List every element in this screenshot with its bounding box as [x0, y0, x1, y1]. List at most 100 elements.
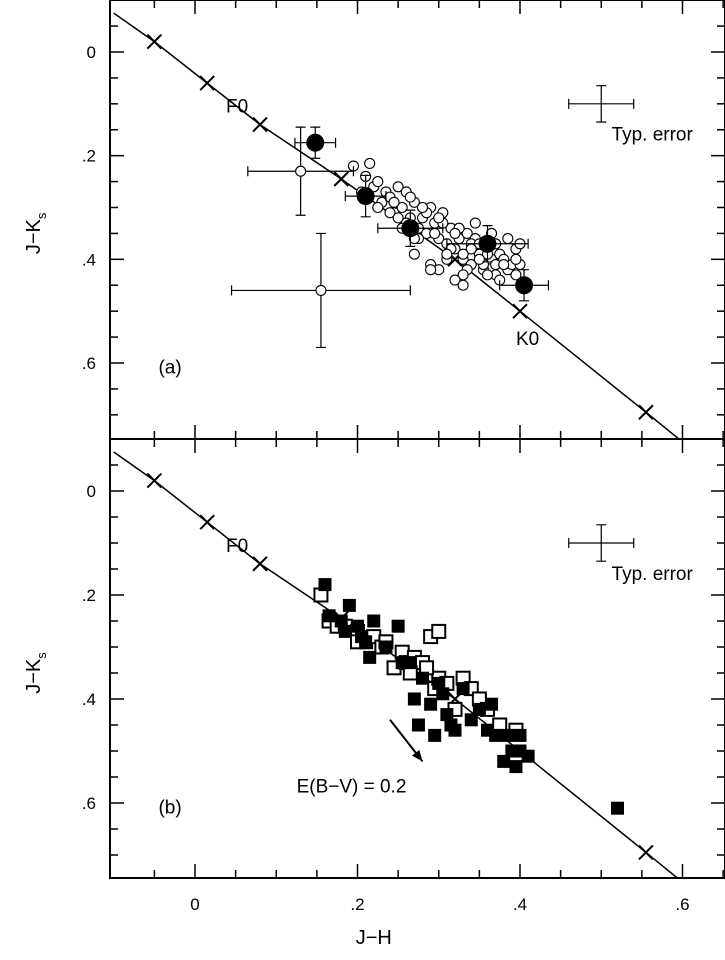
annotation-label: F0	[226, 97, 248, 118]
sequence-cross-mark	[199, 514, 215, 530]
open-circle-point	[510, 253, 522, 265]
open-circle-point	[498, 258, 510, 271]
filled-square-point	[342, 598, 356, 612]
open-circle-point	[457, 279, 469, 291]
filled-square-point	[456, 682, 470, 696]
filled-square-point	[391, 619, 405, 633]
filled-square-point	[497, 754, 511, 768]
open-circle-point	[364, 157, 376, 169]
filled-square-point	[509, 760, 523, 774]
filled-square-point	[485, 697, 499, 711]
open-circle-point	[429, 227, 441, 239]
reddening-vector-arrowhead	[412, 749, 423, 762]
sequence-cross-mark	[512, 303, 528, 319]
annotation-label: K0	[516, 329, 539, 350]
open-square-point	[431, 623, 447, 639]
y-axis-label: J−Ks	[23, 652, 49, 694]
open-circle-point	[372, 176, 384, 188]
sequence-cross-mark	[252, 556, 268, 572]
filled-square-point	[322, 609, 336, 623]
filled-circle-point	[478, 234, 497, 253]
panel-label: (a)	[158, 357, 181, 378]
sequence-cross-mark	[638, 844, 654, 861]
open-circle-point	[457, 248, 469, 260]
filled-circle-point	[401, 219, 420, 238]
filled-square-point	[448, 723, 462, 737]
x-axis-label: J−H	[356, 927, 392, 949]
sequence-line	[113, 451, 679, 878]
filled-square-point	[403, 656, 417, 670]
y-tick-label: .2	[82, 147, 96, 166]
panel-frame	[109, 438, 725, 879]
filled-square-point	[407, 692, 421, 706]
open-circle-point	[449, 227, 461, 239]
reddening-vector-label: E(B−V) = 0.2	[297, 777, 407, 798]
open-circle-point	[416, 201, 429, 214]
x-tick-label: .4	[513, 895, 527, 914]
open-circle-point	[461, 227, 473, 239]
sequence-cross-mark	[252, 116, 268, 133]
annotation-label: F0	[226, 536, 248, 557]
typical-error-bar	[568, 524, 635, 562]
filled-square-point	[334, 614, 348, 628]
open-circle-point	[295, 165, 307, 177]
open-circle-point	[388, 196, 400, 208]
filled-square-point	[318, 578, 332, 592]
filled-square-point	[436, 687, 450, 701]
open-circle-point	[396, 201, 408, 214]
filled-square-point	[513, 728, 527, 742]
y-tick-label: 0	[87, 482, 96, 501]
filled-square-point	[367, 614, 381, 628]
annotation-label: Typ. error	[612, 125, 694, 146]
filled-square-point	[379, 640, 393, 654]
filled-square-point	[359, 635, 373, 649]
sequence-cross-mark	[333, 171, 349, 187]
filled-square-point	[501, 728, 515, 742]
filled-circle-point	[515, 276, 534, 295]
sequence-cross-mark	[146, 472, 163, 489]
x-tick-label: .2	[350, 895, 364, 914]
filled-square-point	[440, 708, 454, 722]
open-circle-point	[433, 212, 445, 224]
sequence-cross-mark	[638, 404, 654, 420]
x-tick-label: .6	[675, 895, 689, 914]
open-circle-point	[473, 253, 485, 265]
filled-square-point	[416, 671, 429, 685]
filled-square-point	[363, 650, 377, 664]
y-tick-label: 0	[87, 43, 96, 62]
open-circle-point	[425, 264, 437, 276]
sequence-cross-mark	[146, 33, 163, 50]
open-circle-point	[502, 233, 514, 245]
open-circle-point	[441, 248, 453, 260]
open-circle-point	[408, 248, 420, 260]
open-circle-point	[404, 191, 416, 203]
y-tick-label: .6	[82, 794, 96, 813]
open-circle-point	[315, 284, 327, 296]
open-circle-point	[372, 201, 384, 214]
filled-square-point	[611, 801, 624, 815]
open-circle-point	[392, 212, 404, 224]
open-circle-point	[510, 269, 522, 281]
filled-square-point	[472, 702, 486, 716]
y-axis-label: J−Ks	[23, 212, 49, 254]
open-circle-point	[481, 269, 494, 281]
annotation-label: Typ. error	[612, 564, 694, 585]
filled-square-point	[424, 697, 438, 711]
y-tick-label: .4	[82, 690, 96, 709]
open-circle-point	[449, 274, 461, 286]
open-circle-point	[392, 181, 404, 193]
open-circle-point	[469, 217, 481, 229]
filled-square-point	[432, 676, 446, 690]
filled-circle-point	[356, 187, 375, 206]
filled-square-point	[428, 728, 442, 742]
filled-square-point	[351, 619, 364, 633]
typical-error-bar	[568, 85, 635, 123]
filled-square-point	[489, 728, 503, 742]
y-tick-label: .2	[82, 586, 96, 605]
open-circle-point	[384, 207, 396, 219]
y-tick-label: .4	[82, 250, 96, 269]
filled-circle-point	[306, 133, 325, 152]
filled-square-point	[411, 718, 425, 732]
